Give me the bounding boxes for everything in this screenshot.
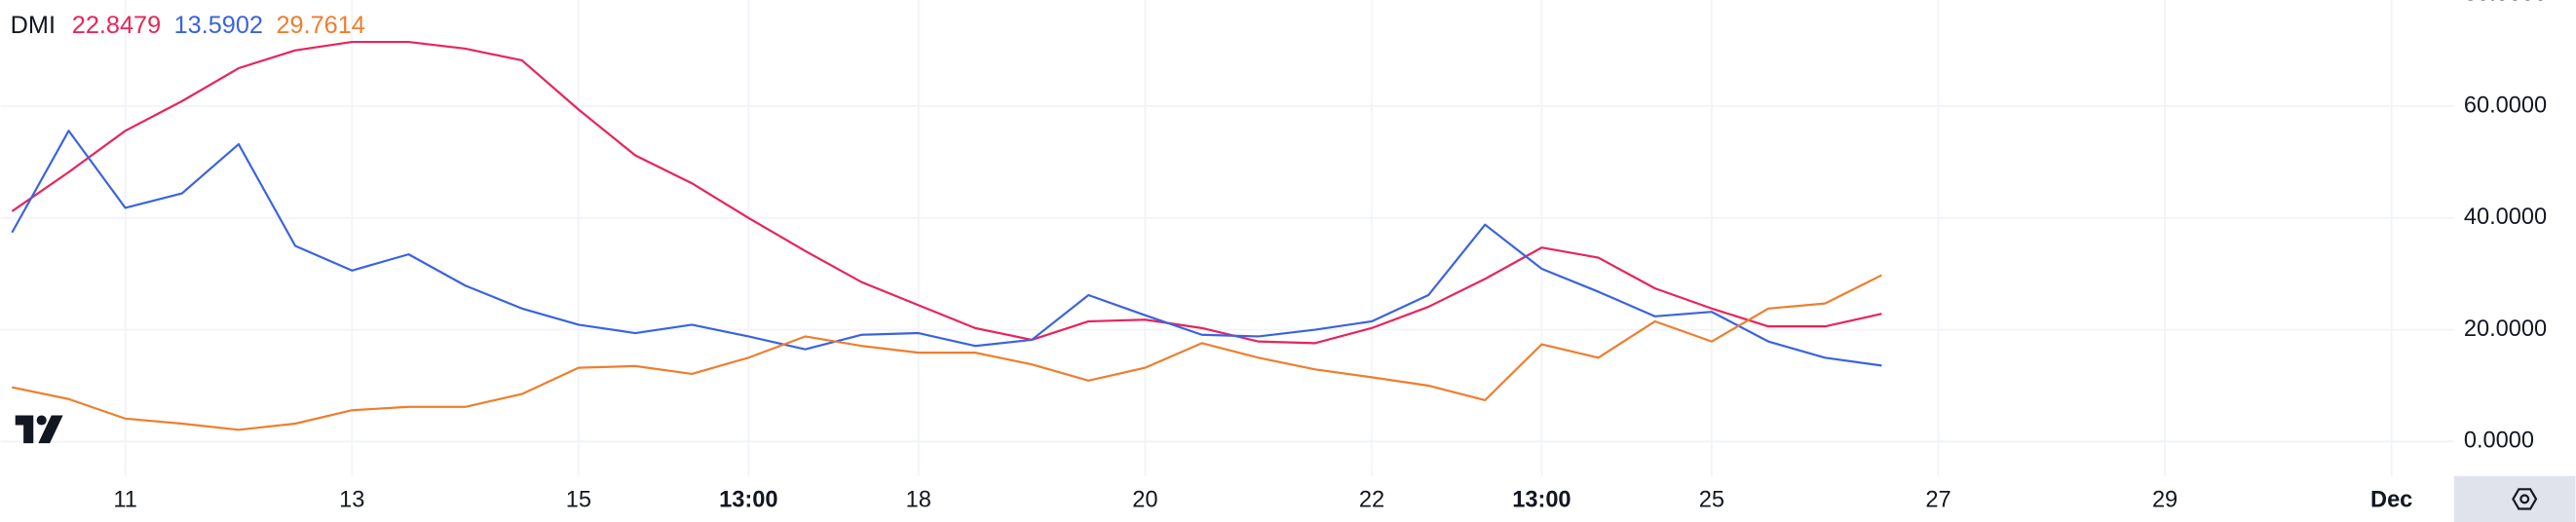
legend-title: DMI: [11, 12, 56, 39]
y-tick-label: 40.0000: [2464, 204, 2547, 229]
x-tick-label: 22: [1359, 486, 1384, 511]
settings-icon: [2512, 488, 2538, 510]
x-tick-label: 11: [113, 486, 136, 511]
plot: [11, 40, 1882, 431]
y-tick-label: 20.0000: [2464, 316, 2547, 341]
x-tick-label: 15: [566, 486, 591, 511]
settings-button[interactable]: [2453, 475, 2576, 522]
x-tick-label: 27: [1925, 486, 1951, 511]
x-tick-label: 20: [1132, 486, 1157, 511]
legend: DMI 22.8479 13.5902 29.7614: [11, 12, 365, 39]
series-line: [12, 274, 1882, 431]
x-tick-label: 13:00: [719, 486, 777, 511]
x-tick-label: 13: [339, 486, 364, 511]
y-tick-label: 0.0000: [2464, 428, 2534, 453]
x-tick-label: 18: [906, 486, 931, 511]
series-line: [11, 40, 1882, 345]
x-tick-label: 13:00: [1512, 486, 1571, 511]
series-line: [11, 130, 1882, 367]
x-tick-label: 25: [1699, 486, 1724, 511]
y-tick-label: 60.0000: [2464, 92, 2547, 117]
legend-value: 13.5902: [174, 12, 263, 39]
legend-value: 22.8479: [72, 12, 161, 39]
x-tick-label: Dec: [2370, 486, 2412, 511]
grid: [0, 0, 2454, 476]
legend-value: 29.7614: [276, 12, 364, 39]
y-tick-label: 80.0000: [2464, 0, 2547, 6]
logo: [15, 415, 63, 444]
x-tick-label: 29: [2152, 486, 2178, 511]
